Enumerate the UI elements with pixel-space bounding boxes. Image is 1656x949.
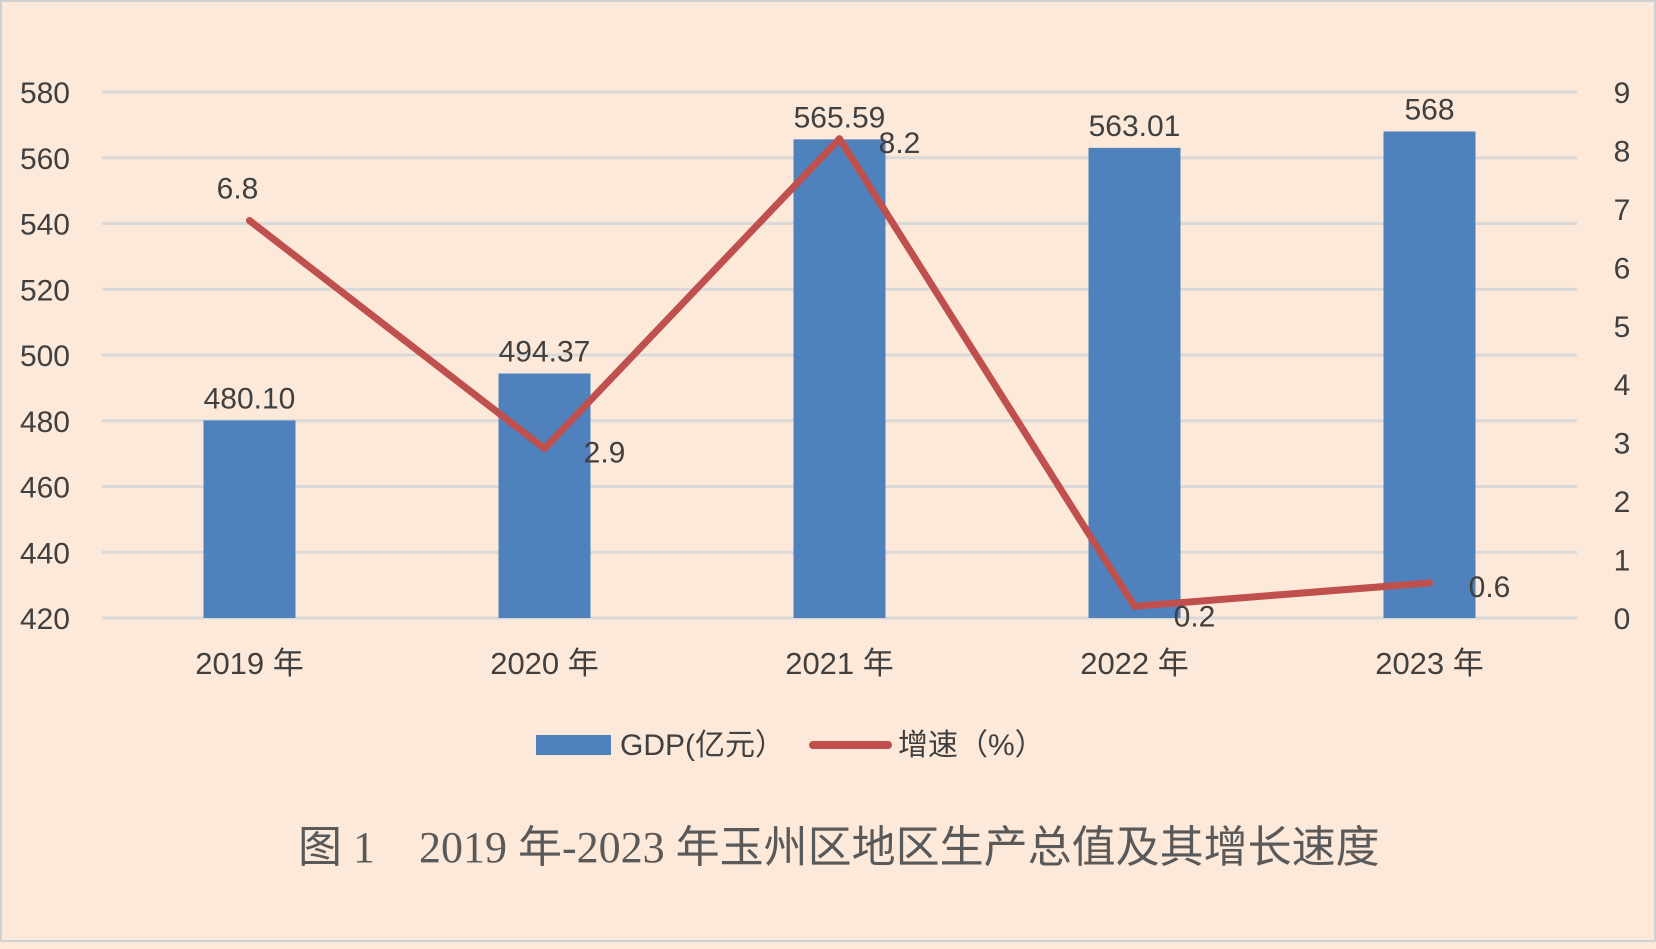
line-point bbox=[1131, 602, 1138, 610]
y-left-tick-label: 440 bbox=[20, 537, 70, 570]
y-left-tick-label: 540 bbox=[20, 209, 70, 242]
y-right-tick-label: 7 bbox=[1614, 194, 1631, 227]
y-right-tick-label: 3 bbox=[1614, 428, 1631, 461]
line-data-label: 6.8 bbox=[217, 173, 259, 206]
y-right-tick-label: 5 bbox=[1614, 311, 1631, 344]
y-left-tick-label: 460 bbox=[20, 472, 70, 505]
bar-gdp bbox=[793, 139, 886, 619]
x-tick-label: 2019 年 bbox=[195, 646, 304, 681]
x-tick-label: 2021 年 bbox=[785, 646, 894, 681]
line-point bbox=[246, 217, 253, 225]
y-right-tick-label: 8 bbox=[1614, 135, 1631, 168]
bar-gdp bbox=[1383, 131, 1476, 618]
y-left-tick-label: 420 bbox=[20, 603, 70, 636]
y-right-tick-label: 0 bbox=[1614, 603, 1631, 636]
y-left-tick-label: 520 bbox=[20, 274, 70, 307]
y-left-tick-label: 580 bbox=[20, 77, 70, 110]
x-tick-label: 2022 年 bbox=[1080, 646, 1189, 681]
y-left-tick-label: 480 bbox=[20, 406, 70, 439]
bar-data-label: 563.01 bbox=[1089, 110, 1181, 143]
bar-data-label: 494.37 bbox=[499, 336, 591, 369]
line-point bbox=[541, 445, 548, 453]
bar-gdp bbox=[1088, 147, 1181, 619]
line-data-label: 0.2 bbox=[1174, 600, 1216, 633]
bar-gdp bbox=[203, 420, 296, 618]
y-right-tick-label: 6 bbox=[1614, 252, 1631, 285]
bar-data-label: 568 bbox=[1404, 93, 1454, 126]
y-left-tick-label: 500 bbox=[20, 340, 70, 373]
x-tick-label: 2020 年 bbox=[490, 646, 599, 681]
legend-label-growth: 增速（%） bbox=[898, 729, 1045, 762]
y-right-tick-label: 2 bbox=[1614, 486, 1631, 519]
line-data-label: 0.6 bbox=[1469, 571, 1511, 604]
bar-data-label: 480.10 bbox=[204, 382, 296, 415]
line-data-label: 8.2 bbox=[879, 127, 921, 160]
x-tick-label: 2023 年 bbox=[1375, 646, 1484, 681]
y-right-tick-label: 4 bbox=[1614, 369, 1631, 402]
y-left-tick-label: 560 bbox=[20, 143, 70, 176]
y-right-tick-label: 1 bbox=[1614, 545, 1631, 578]
y-right-tick-label: 9 bbox=[1614, 77, 1631, 110]
bar-data-label: 565.59 bbox=[794, 101, 886, 134]
legend-label-gdp: GDP(亿元） bbox=[620, 729, 785, 762]
line-data-label: 2.9 bbox=[584, 437, 626, 470]
legend-swatch-gdp bbox=[536, 735, 611, 755]
line-point bbox=[1426, 579, 1433, 587]
chart-title: 图 1 2019 年-2023 年玉州区地区生产总值及其增长速度 bbox=[298, 823, 1380, 872]
line-point bbox=[836, 135, 843, 143]
